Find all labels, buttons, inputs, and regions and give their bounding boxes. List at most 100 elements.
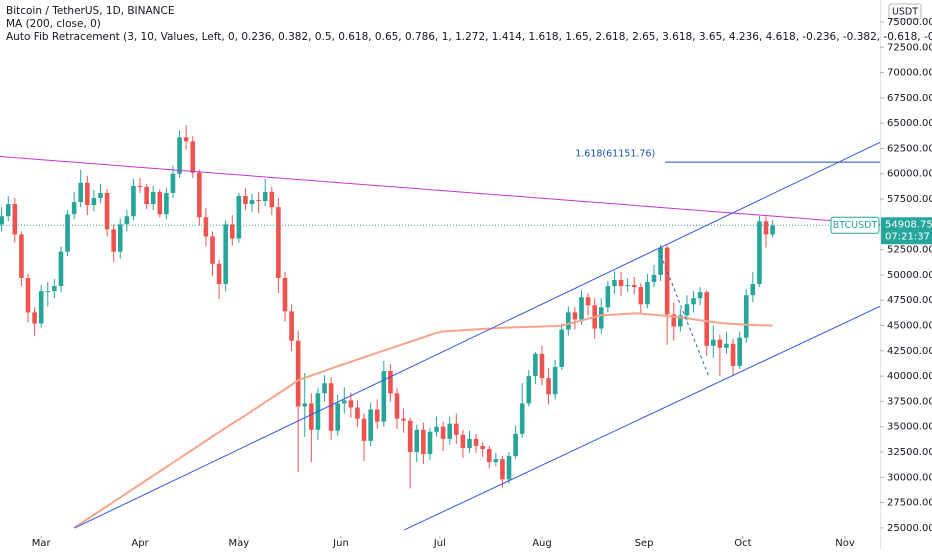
x-tick-label: Apr — [131, 538, 149, 549]
y-tick-label: 37500.00 — [887, 396, 932, 407]
candle-body — [58, 251, 64, 287]
candle-body — [32, 312, 37, 324]
candle-body — [197, 172, 202, 218]
candle-body — [262, 191, 268, 202]
candle-body — [618, 279, 624, 287]
candle-body — [150, 191, 156, 205]
candle-body — [190, 141, 196, 173]
x-tick-label: Aug — [532, 538, 552, 549]
candle-body — [236, 196, 242, 239]
candle-body — [302, 403, 308, 407]
candle-body — [38, 291, 44, 324]
y-tick-label: 50000.00 — [887, 270, 932, 281]
candle-body — [506, 456, 512, 480]
x-tick-label: Jun — [332, 538, 349, 549]
candle-body — [295, 340, 301, 407]
indicator-label: MA (200, close, 0) — [6, 18, 101, 30]
candle-body — [322, 383, 327, 394]
candle-body — [533, 353, 538, 377]
candle-body — [651, 274, 657, 283]
header: Bitcoin / TetherUS, 1D, BINANCE MA (200,… — [6, 5, 932, 43]
candle-body — [177, 137, 182, 174]
trend-line — [658, 249, 710, 377]
candle-body — [124, 216, 130, 225]
candle-body — [691, 298, 696, 305]
symbol-label: BTCUSDT — [833, 220, 878, 231]
candle-body — [572, 312, 578, 320]
y-tick-label: 62500.00 — [887, 143, 932, 154]
candle-body — [131, 185, 136, 217]
candle-body — [210, 236, 215, 264]
plot-area: 1.618(61151.76) — [0, 125, 880, 531]
candle-body — [763, 221, 769, 235]
y-tick-label: 47500.00 — [887, 295, 932, 306]
moving-average — [73, 312, 773, 529]
candle-body — [486, 448, 492, 463]
candle-body — [710, 339, 716, 346]
y-tick-label: 52500.00 — [887, 245, 932, 256]
candle-body — [269, 191, 275, 208]
candle-body — [276, 207, 281, 278]
candle-body — [137, 185, 143, 187]
candle-body — [473, 438, 479, 446]
candle-body — [407, 420, 413, 453]
candle-body — [374, 409, 380, 422]
candle-body — [467, 438, 472, 448]
candle-body — [717, 339, 723, 348]
candle-body — [598, 307, 604, 329]
x-tick-label: Oct — [734, 538, 751, 549]
y-tick-label: 40000.00 — [887, 371, 932, 382]
candle-body — [85, 182, 90, 206]
chart-title: Bitcoin / TetherUS, 1D, BINANCE — [6, 5, 174, 17]
candle-body — [645, 282, 650, 305]
candle-body — [183, 137, 189, 142]
candle-body — [401, 418, 406, 421]
candle-body — [223, 224, 228, 285]
y-tick-label: 32500.00 — [887, 447, 932, 458]
candle-body — [216, 263, 222, 285]
candle-body — [434, 426, 439, 432]
candle-body — [368, 409, 373, 441]
candle-body — [460, 434, 466, 448]
candle-body — [724, 343, 729, 348]
candle-body — [164, 192, 169, 215]
fib-label: 1.618(61151.76) — [575, 149, 655, 160]
candle-body — [45, 291, 51, 293]
candle-body — [335, 403, 341, 431]
candle-body — [341, 400, 347, 404]
y-tick-label: 57500.00 — [887, 194, 932, 205]
y-tick-label: 65000.00 — [887, 118, 932, 129]
candle-body — [388, 371, 393, 394]
candle-body — [427, 431, 433, 455]
trend-line — [404, 305, 880, 531]
x-tick-label: Mar — [32, 538, 52, 549]
currency-box[interactable] — [888, 3, 922, 20]
candle-body — [25, 277, 31, 313]
last-price-label: 54908.75 — [885, 219, 932, 230]
y-tick-label: 70000.00 — [887, 68, 932, 79]
symbol-tag — [830, 216, 880, 234]
candle-body — [730, 343, 736, 367]
candle-body — [638, 287, 644, 305]
candle-body — [229, 224, 235, 239]
candle-body — [440, 426, 446, 439]
candle-body — [612, 279, 617, 287]
y-tick-label: 25000.00 — [887, 523, 932, 534]
candle-body — [65, 214, 70, 252]
x-tick-label: Jul — [433, 538, 446, 549]
candle-body — [355, 407, 360, 419]
currency-label: USDT — [892, 7, 918, 18]
candle-body — [381, 371, 387, 422]
candle-body — [539, 353, 545, 379]
candle-body — [526, 376, 532, 404]
candle-body — [631, 285, 637, 288]
candle-body — [671, 314, 677, 327]
candle-body — [282, 277, 288, 312]
y-tick-label: 45000.00 — [887, 321, 932, 332]
x-tick-label: Sep — [635, 538, 654, 549]
axes: USDT 25000.00 27500.00 30000.00 32500.00 350… — [32, 0, 932, 550]
candle-body — [559, 329, 565, 368]
y-tick-label: 27500.00 — [887, 498, 932, 509]
